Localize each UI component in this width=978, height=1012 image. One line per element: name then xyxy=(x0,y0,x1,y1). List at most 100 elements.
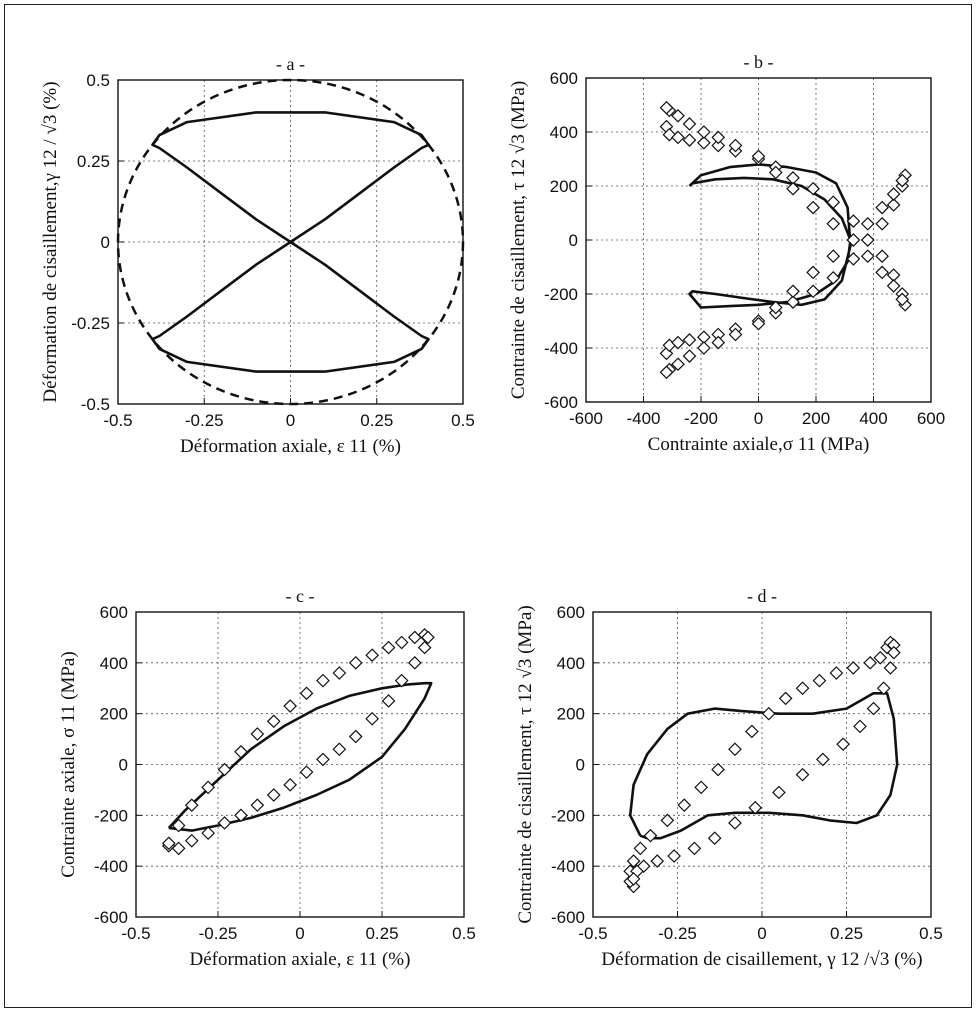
tick-label-x: -400 xyxy=(626,409,660,428)
tick-label-y: 600 xyxy=(557,603,585,622)
data-point-diamond xyxy=(728,138,743,153)
data-point-diamond xyxy=(682,117,697,131)
data-point-diamond xyxy=(711,138,726,153)
data-point-diamond xyxy=(873,650,888,665)
series-line-solid xyxy=(628,691,899,840)
plot-area xyxy=(585,77,932,403)
x-axis-label: Contrainte axiale,σ 11 (MPa) xyxy=(648,434,870,455)
x-axis-label: Déformation axiale, ε 11 (%) xyxy=(190,949,411,970)
data-point-diamond xyxy=(728,327,743,342)
panel-title: - a - xyxy=(276,54,305,74)
data-point-diamond xyxy=(687,841,702,856)
data-point-diamond xyxy=(806,181,820,196)
data-point-diamond xyxy=(671,357,685,372)
data-point-diamond xyxy=(407,630,422,645)
tick-label-x: 0.5 xyxy=(452,924,476,943)
data-point-diamond xyxy=(659,100,674,115)
data-point-diamond xyxy=(201,780,216,795)
data-point-diamond xyxy=(772,785,786,800)
data-point-diamond xyxy=(421,630,435,645)
data-point-diamond xyxy=(161,836,176,851)
tick-label-x: 0.25 xyxy=(830,924,863,943)
data-point-diamond xyxy=(786,181,800,196)
data-point-diamond xyxy=(853,719,867,734)
tick-label-x: -0.5 xyxy=(578,924,607,943)
data-point-diamond xyxy=(751,149,766,164)
tick-label-y: -200 xyxy=(551,806,585,825)
tick-label-x: -600 xyxy=(569,409,603,428)
series-line-solid xyxy=(167,681,433,832)
data-point-diamond xyxy=(886,187,901,201)
data-point-diamond xyxy=(826,195,841,210)
tick-label-x: -200 xyxy=(684,409,718,428)
data-point-diamond xyxy=(751,316,766,331)
data-point-diamond xyxy=(633,841,648,856)
data-point-diamond xyxy=(348,655,363,670)
data-point-diamond xyxy=(860,233,875,247)
data-point-diamond xyxy=(682,133,697,147)
tick-label-y: -0.5 xyxy=(81,395,110,414)
data-point-diamond xyxy=(660,813,675,828)
tick-label-y: -600 xyxy=(544,393,578,412)
tick-label-x: 600 xyxy=(917,409,945,428)
data-point-diamond xyxy=(682,333,697,347)
data-point-diamond xyxy=(895,292,910,307)
tick-label-x: 0 xyxy=(757,924,766,943)
data-point-diamond xyxy=(626,854,641,868)
data-point-diamond xyxy=(671,108,685,123)
tick-label-y: 400 xyxy=(557,654,585,673)
tick-label-y: -200 xyxy=(544,285,578,304)
data-point-diamond xyxy=(694,780,709,795)
data-point-diamond xyxy=(883,661,898,675)
tick-label-y: 400 xyxy=(550,123,578,142)
data-point-diamond xyxy=(886,198,901,212)
panel-title: - b - xyxy=(744,52,774,72)
x-axis-label: Déformation axiale, ε 11 (%) xyxy=(180,436,401,457)
data-point-diamond xyxy=(711,130,726,145)
tick-label-y: 200 xyxy=(557,705,585,724)
tick-label-x: -0.25 xyxy=(658,924,697,943)
data-point-diamond xyxy=(846,214,861,228)
tick-label-y: 0.5 xyxy=(86,71,110,90)
data-point-diamond xyxy=(795,767,810,782)
y-axis-label: Contrainte de cisaillement, τ 12 √3 (MPa… xyxy=(508,81,529,399)
series-circle-dashed xyxy=(116,78,465,406)
data-point-diamond xyxy=(234,808,248,823)
data-point-diamond xyxy=(846,252,861,266)
data-point-diamond xyxy=(826,216,841,231)
y-axis-label: Contrainte axiale, σ 11 (MPa) xyxy=(58,651,79,877)
tick-label-y: 600 xyxy=(100,603,128,622)
data-point-diamond xyxy=(795,681,810,696)
plot-area xyxy=(592,611,932,918)
tick-label-y: 600 xyxy=(550,69,578,88)
data-point-diamond xyxy=(886,645,901,660)
data-point-diamond xyxy=(636,859,651,874)
tick-label-y: 0 xyxy=(569,231,578,250)
data-point-diamond xyxy=(895,173,910,188)
data-point-diamond xyxy=(365,711,380,726)
data-point-diamond xyxy=(846,661,861,675)
data-point-diamond xyxy=(682,349,697,363)
data-point-diamond xyxy=(250,798,265,813)
data-point-diamond xyxy=(348,729,363,744)
data-point-diamond xyxy=(171,818,186,833)
data-point-diamond xyxy=(626,872,641,886)
data-point-diamond xyxy=(745,724,759,739)
data-point-diamond xyxy=(728,816,742,830)
tick-label-y: -400 xyxy=(94,857,128,876)
data-point-diamond xyxy=(332,742,347,757)
data-point-diamond xyxy=(234,744,248,759)
data-point-diamond xyxy=(778,691,793,706)
data-point-diamond xyxy=(217,816,232,830)
panel-title: - d - xyxy=(747,586,777,606)
data-point-diamond xyxy=(711,335,726,350)
tick-label-y: 400 xyxy=(100,654,128,673)
data-point-diamond xyxy=(394,673,409,688)
tick-label-x: 200 xyxy=(802,409,830,428)
data-point-diamond xyxy=(860,216,875,231)
figure-frame xyxy=(4,4,972,1008)
data-point-diamond xyxy=(768,300,783,315)
tick-label-y: -0.25 xyxy=(71,314,110,333)
x-axis-label: Déformation de cisaillement, γ 12 /√3 (%… xyxy=(601,949,922,970)
tick-label-x: 400 xyxy=(859,409,887,428)
